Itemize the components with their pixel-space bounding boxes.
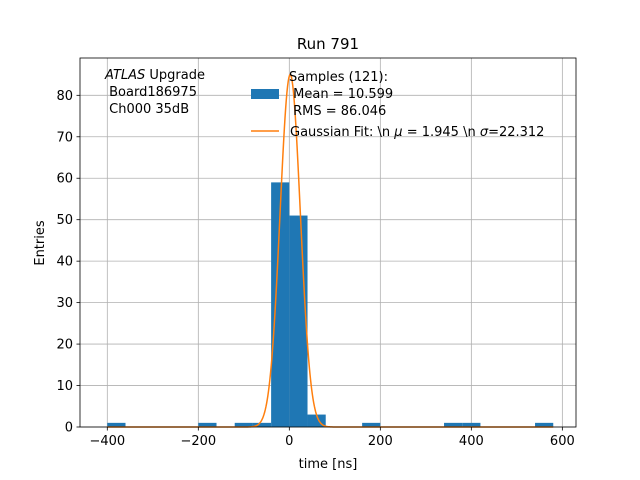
y-tick-label: 10 xyxy=(56,379,73,394)
annotation-line-3: Ch000 35dB xyxy=(105,102,189,117)
x-axis-title: time [ns] xyxy=(299,457,358,472)
legend-samples-line-2: Mean = 10.599 xyxy=(289,87,393,102)
annotation-line-1: ATLAS Upgrade xyxy=(104,68,205,83)
histogram-bar xyxy=(107,422,126,427)
axis-ticks: −400 −200 0 200 400 600 0 10 20 30 40 50 60 70 80 xyxy=(56,89,574,449)
y-tick-label: 40 xyxy=(56,255,73,270)
y-tick-label: 70 xyxy=(56,130,73,145)
histogram-bar xyxy=(289,215,308,427)
legend-fit-prefix: Gaussian Fit: \n xyxy=(290,125,394,140)
legend-samples-swatch xyxy=(251,89,279,99)
legend-samples-line-1: Samples (121): xyxy=(289,70,388,85)
histogram-bar xyxy=(252,422,272,427)
histogram-bar xyxy=(362,422,381,427)
legend-fit-sigma: σ xyxy=(480,125,489,140)
histogram-bar xyxy=(535,422,554,427)
annotation-atlas: ATLAS xyxy=(104,68,145,83)
legend-samples-line-3: RMS = 86.046 xyxy=(289,104,386,119)
legend: Samples (121): Mean = 10.599 RMS = 86.04… xyxy=(251,70,544,140)
x-tick-label: 400 xyxy=(459,434,484,449)
x-tick-label: 200 xyxy=(368,434,393,449)
histogram-bar xyxy=(234,422,253,427)
histogram-bar xyxy=(462,422,481,427)
x-tick-label: 600 xyxy=(550,434,575,449)
y-tick-label: 0 xyxy=(65,421,73,436)
histogram-bar xyxy=(271,182,290,427)
y-tick-label: 20 xyxy=(56,338,73,353)
y-tick-label: 80 xyxy=(56,89,73,104)
chart-title: Run 791 xyxy=(297,35,359,53)
x-tick-label: 0 xyxy=(285,434,293,449)
legend-fit-suffix: =22.312 xyxy=(488,125,544,140)
annotation-upgrade: Upgrade xyxy=(145,68,205,83)
y-tick-label: 30 xyxy=(56,296,73,311)
legend-fit-mid: = 1.945 \n xyxy=(403,125,480,140)
legend-fit-label: Gaussian Fit: \n μ = 1.945 \n σ=22.312 xyxy=(290,125,544,140)
legend-fit-mu: μ xyxy=(393,125,402,140)
x-tick-label: −200 xyxy=(180,434,216,449)
atlas-annotation: ATLAS Upgrade Board186975 Ch000 35dB xyxy=(104,68,205,117)
grid-lines xyxy=(80,58,576,428)
y-tick-label: 50 xyxy=(56,213,73,228)
annotation-line-2: Board186975 xyxy=(105,85,197,100)
x-tick-label: −400 xyxy=(89,434,125,449)
histogram-bar xyxy=(198,422,217,427)
histogram-bar xyxy=(444,422,463,427)
y-axis-title: Entries xyxy=(33,220,48,266)
plot-frame xyxy=(79,57,577,428)
y-tick-label: 60 xyxy=(56,172,73,187)
